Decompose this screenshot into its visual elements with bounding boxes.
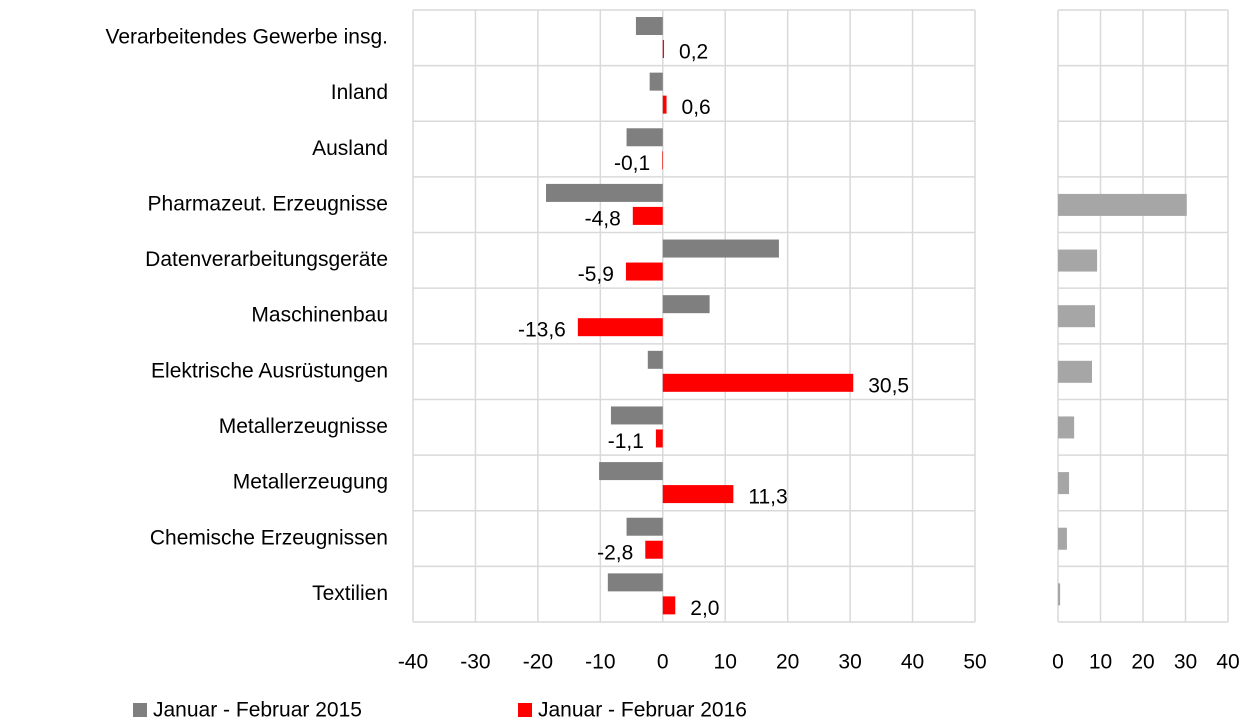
- category-label: Metallerzeugung: [233, 471, 388, 494]
- x-tick-label: -30: [460, 651, 490, 674]
- bar: [662, 485, 734, 504]
- bar: [610, 406, 663, 425]
- value-label: -0,1: [614, 152, 650, 175]
- x-tick-label: 50: [963, 651, 986, 674]
- bar: [662, 239, 779, 258]
- bar: [649, 72, 663, 91]
- bar: [1058, 583, 1061, 606]
- value-label: 11,3: [748, 486, 787, 509]
- category-label: Verarbeitendes Gewerbe insg.: [105, 26, 388, 49]
- bar: [625, 262, 663, 281]
- legend-swatch: [518, 703, 532, 717]
- category-label: Chemische Erzeugnissen: [150, 526, 388, 549]
- bar: [655, 429, 663, 448]
- bar: [1058, 472, 1070, 495]
- bar: [647, 350, 663, 369]
- category-label: Metallerzeugnisse: [219, 415, 388, 438]
- x-tick-label: 40: [1216, 651, 1239, 674]
- bar: [662, 596, 676, 615]
- value-label: -2,8: [597, 541, 633, 564]
- bar: [599, 462, 663, 481]
- legend-label: Januar - Februar 2016: [538, 699, 747, 722]
- bar: [645, 540, 663, 559]
- x-tick-label: -40: [398, 651, 428, 674]
- x-tick-label: 40: [901, 651, 924, 674]
- bar: [1058, 249, 1098, 272]
- bar: [626, 517, 663, 536]
- bar: [607, 573, 663, 592]
- category-label: Elektrische Ausrüstungen: [151, 359, 388, 382]
- value-label: 0,6: [682, 96, 711, 119]
- value-label: 2,0: [690, 597, 719, 620]
- bar: [662, 151, 663, 170]
- legend-label: Januar - Februar 2015: [153, 699, 362, 722]
- x-tick-label: 30: [1174, 651, 1197, 674]
- bar: [1058, 416, 1075, 439]
- bar: [1058, 193, 1187, 216]
- bar: [635, 17, 663, 35]
- x-tick-label: 0: [657, 651, 669, 674]
- value-label: 0,2: [679, 41, 708, 64]
- bar: [632, 206, 663, 225]
- category-label: Maschinenbau: [251, 304, 388, 327]
- value-label: -13,6: [518, 319, 566, 342]
- x-tick-label: 10: [714, 651, 737, 674]
- value-label: -1,1: [608, 430, 644, 453]
- x-tick-label: 20: [1131, 651, 1154, 674]
- bar: [662, 373, 854, 392]
- bar: [1058, 305, 1095, 328]
- bar: [577, 318, 663, 337]
- value-label: 30,5: [868, 374, 909, 397]
- x-tick-label: -20: [523, 651, 553, 674]
- x-tick-label: 10: [1089, 651, 1112, 674]
- value-label: -4,8: [585, 207, 621, 230]
- category-label: Datenverarbeitungsgeräte: [145, 248, 388, 271]
- category-label: Inland: [331, 81, 388, 104]
- bar: [546, 183, 663, 202]
- bar: [662, 295, 710, 314]
- x-tick-label: 30: [838, 651, 861, 674]
- x-tick-label: 20: [776, 651, 799, 674]
- category-label: Pharmazeut. Erzeugnisse: [148, 192, 388, 215]
- bar: [662, 95, 667, 114]
- x-tick-label: 0: [1052, 651, 1064, 674]
- value-label: -5,9: [578, 263, 614, 286]
- bar: [662, 40, 665, 58]
- bar: [626, 128, 663, 147]
- category-label: Textilien: [312, 582, 388, 605]
- category-label: Ausland: [312, 137, 388, 160]
- x-tick-label: -10: [585, 651, 615, 674]
- bar: [1058, 527, 1067, 550]
- legend-swatch: [133, 703, 147, 717]
- bar: [1058, 360, 1092, 383]
